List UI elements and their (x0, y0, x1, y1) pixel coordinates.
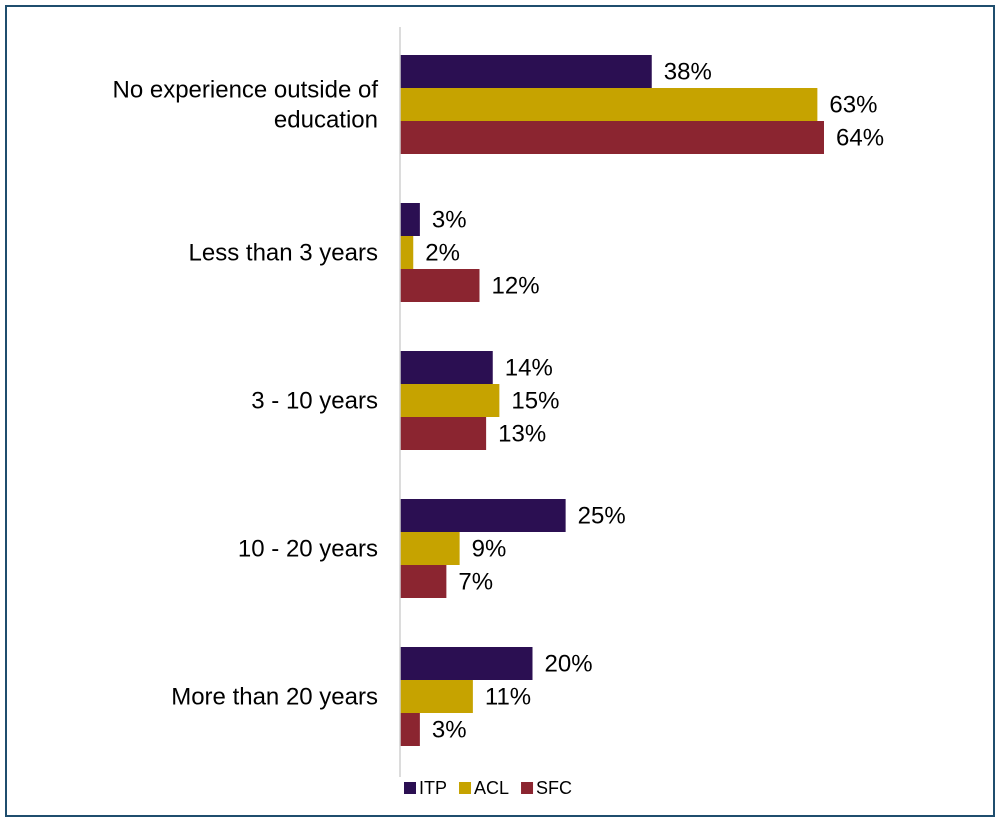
bar-itp-2 (400, 351, 493, 384)
bar-sfc-3 (400, 565, 447, 598)
bar-itp-4 (400, 647, 533, 680)
bar-sfc-0 (400, 121, 824, 154)
bar-acl-1 (400, 236, 414, 269)
data-label-itp-2: 14% (505, 355, 553, 382)
bar-acl-2 (400, 384, 500, 417)
data-label-acl-0: 63% (829, 92, 877, 119)
category-label-1-0: Less than 3 years (189, 240, 378, 267)
category-label-2-0: 3 - 10 years (251, 388, 378, 415)
data-label-sfc-2: 13% (498, 421, 546, 448)
category-label-3-0: 10 - 20 years (238, 536, 378, 563)
data-label-itp-0: 38% (664, 59, 712, 86)
bar-itp-1 (400, 203, 420, 236)
data-label-acl-2: 15% (511, 388, 559, 415)
data-label-sfc-1: 12% (492, 273, 540, 300)
data-label-sfc-3: 7% (458, 569, 493, 596)
legend-swatch-itp (404, 782, 416, 794)
bar-sfc-1 (400, 269, 480, 302)
legend-label-acl: ACL (474, 778, 509, 798)
bar-acl-0 (400, 88, 818, 121)
data-label-itp-4: 20% (545, 651, 593, 678)
bar-acl-3 (400, 532, 460, 565)
data-label-acl-4: 11% (485, 684, 531, 711)
bar-sfc-2 (400, 417, 487, 450)
bar-sfc-4 (400, 713, 420, 746)
data-label-acl-1: 2% (425, 240, 460, 267)
legend-swatch-acl (459, 782, 472, 794)
legend-label-sfc: SFC (536, 778, 572, 798)
data-label-itp-1: 3% (432, 207, 467, 234)
data-label-sfc-4: 3% (432, 717, 467, 744)
category-label-4-0: More than 20 years (171, 684, 378, 711)
bar-acl-4 (400, 680, 473, 713)
data-label-itp-3: 25% (578, 503, 626, 530)
bar-chart: 38% 63% 64% No experience outside of educati… (113, 27, 884, 798)
data-label-acl-3: 9% (472, 536, 507, 563)
data-label-sfc-0: 64% (836, 125, 884, 152)
bar-itp-3 (400, 499, 566, 532)
legend-label-itp: ITP (419, 778, 447, 798)
category-label-0-0: No experience outside of (113, 77, 379, 104)
category-label-0-1: education (274, 107, 378, 134)
legend-swatch-sfc (521, 782, 534, 794)
chart-frame: 38% 63% 64% No experience outside of educati… (5, 5, 995, 817)
bar-itp-0 (400, 55, 652, 88)
